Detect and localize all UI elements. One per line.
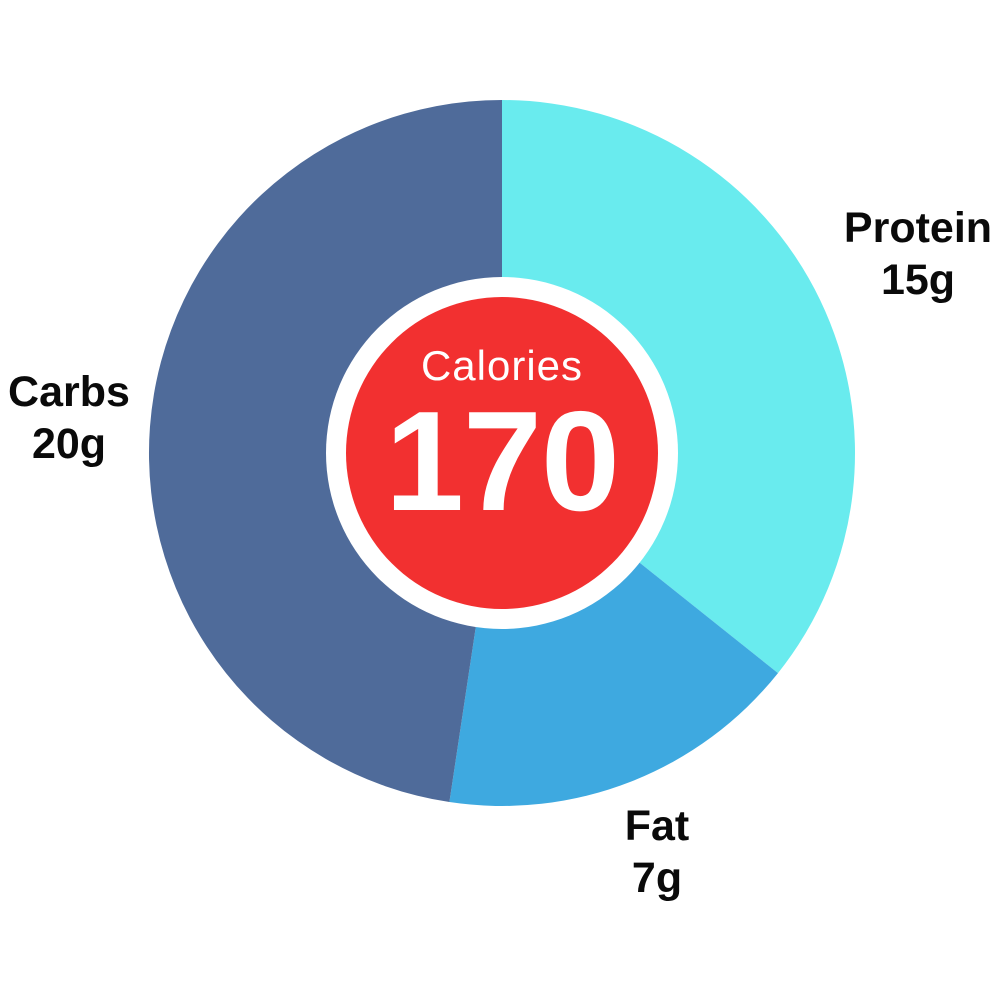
pie-slice-protein xyxy=(502,100,856,674)
label-carbs-value: 20g xyxy=(31,420,107,468)
center-circle xyxy=(346,297,658,609)
label-carbs: Carbs 20g xyxy=(0,366,138,470)
pie-slices-group xyxy=(148,100,856,807)
label-fat-value: 7g xyxy=(631,854,683,902)
label-protein-value: 15g xyxy=(880,256,956,304)
label-protein-name: Protein xyxy=(843,204,993,252)
label-carbs-name: Carbs xyxy=(8,368,130,416)
label-fat: Fat 7g xyxy=(588,800,726,904)
pie-slice-carbs xyxy=(148,100,503,803)
label-protein: Protein 15g xyxy=(803,202,1000,306)
label-fat-name: Fat xyxy=(624,802,690,850)
